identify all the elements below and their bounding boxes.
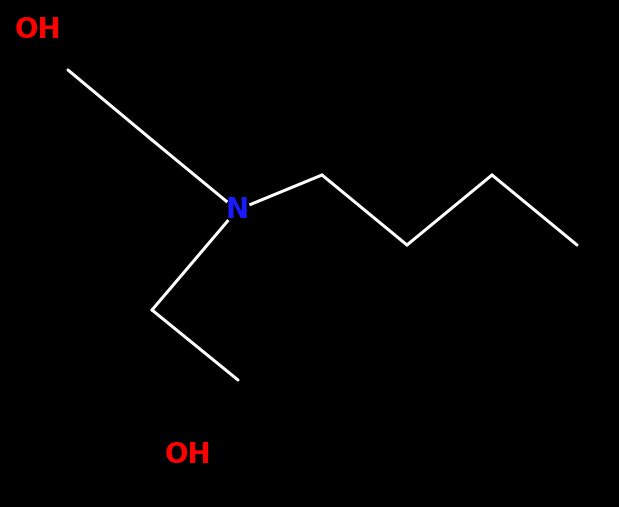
Text: OH: OH	[15, 16, 62, 44]
Text: OH: OH	[165, 441, 212, 469]
Text: N: N	[225, 196, 249, 224]
